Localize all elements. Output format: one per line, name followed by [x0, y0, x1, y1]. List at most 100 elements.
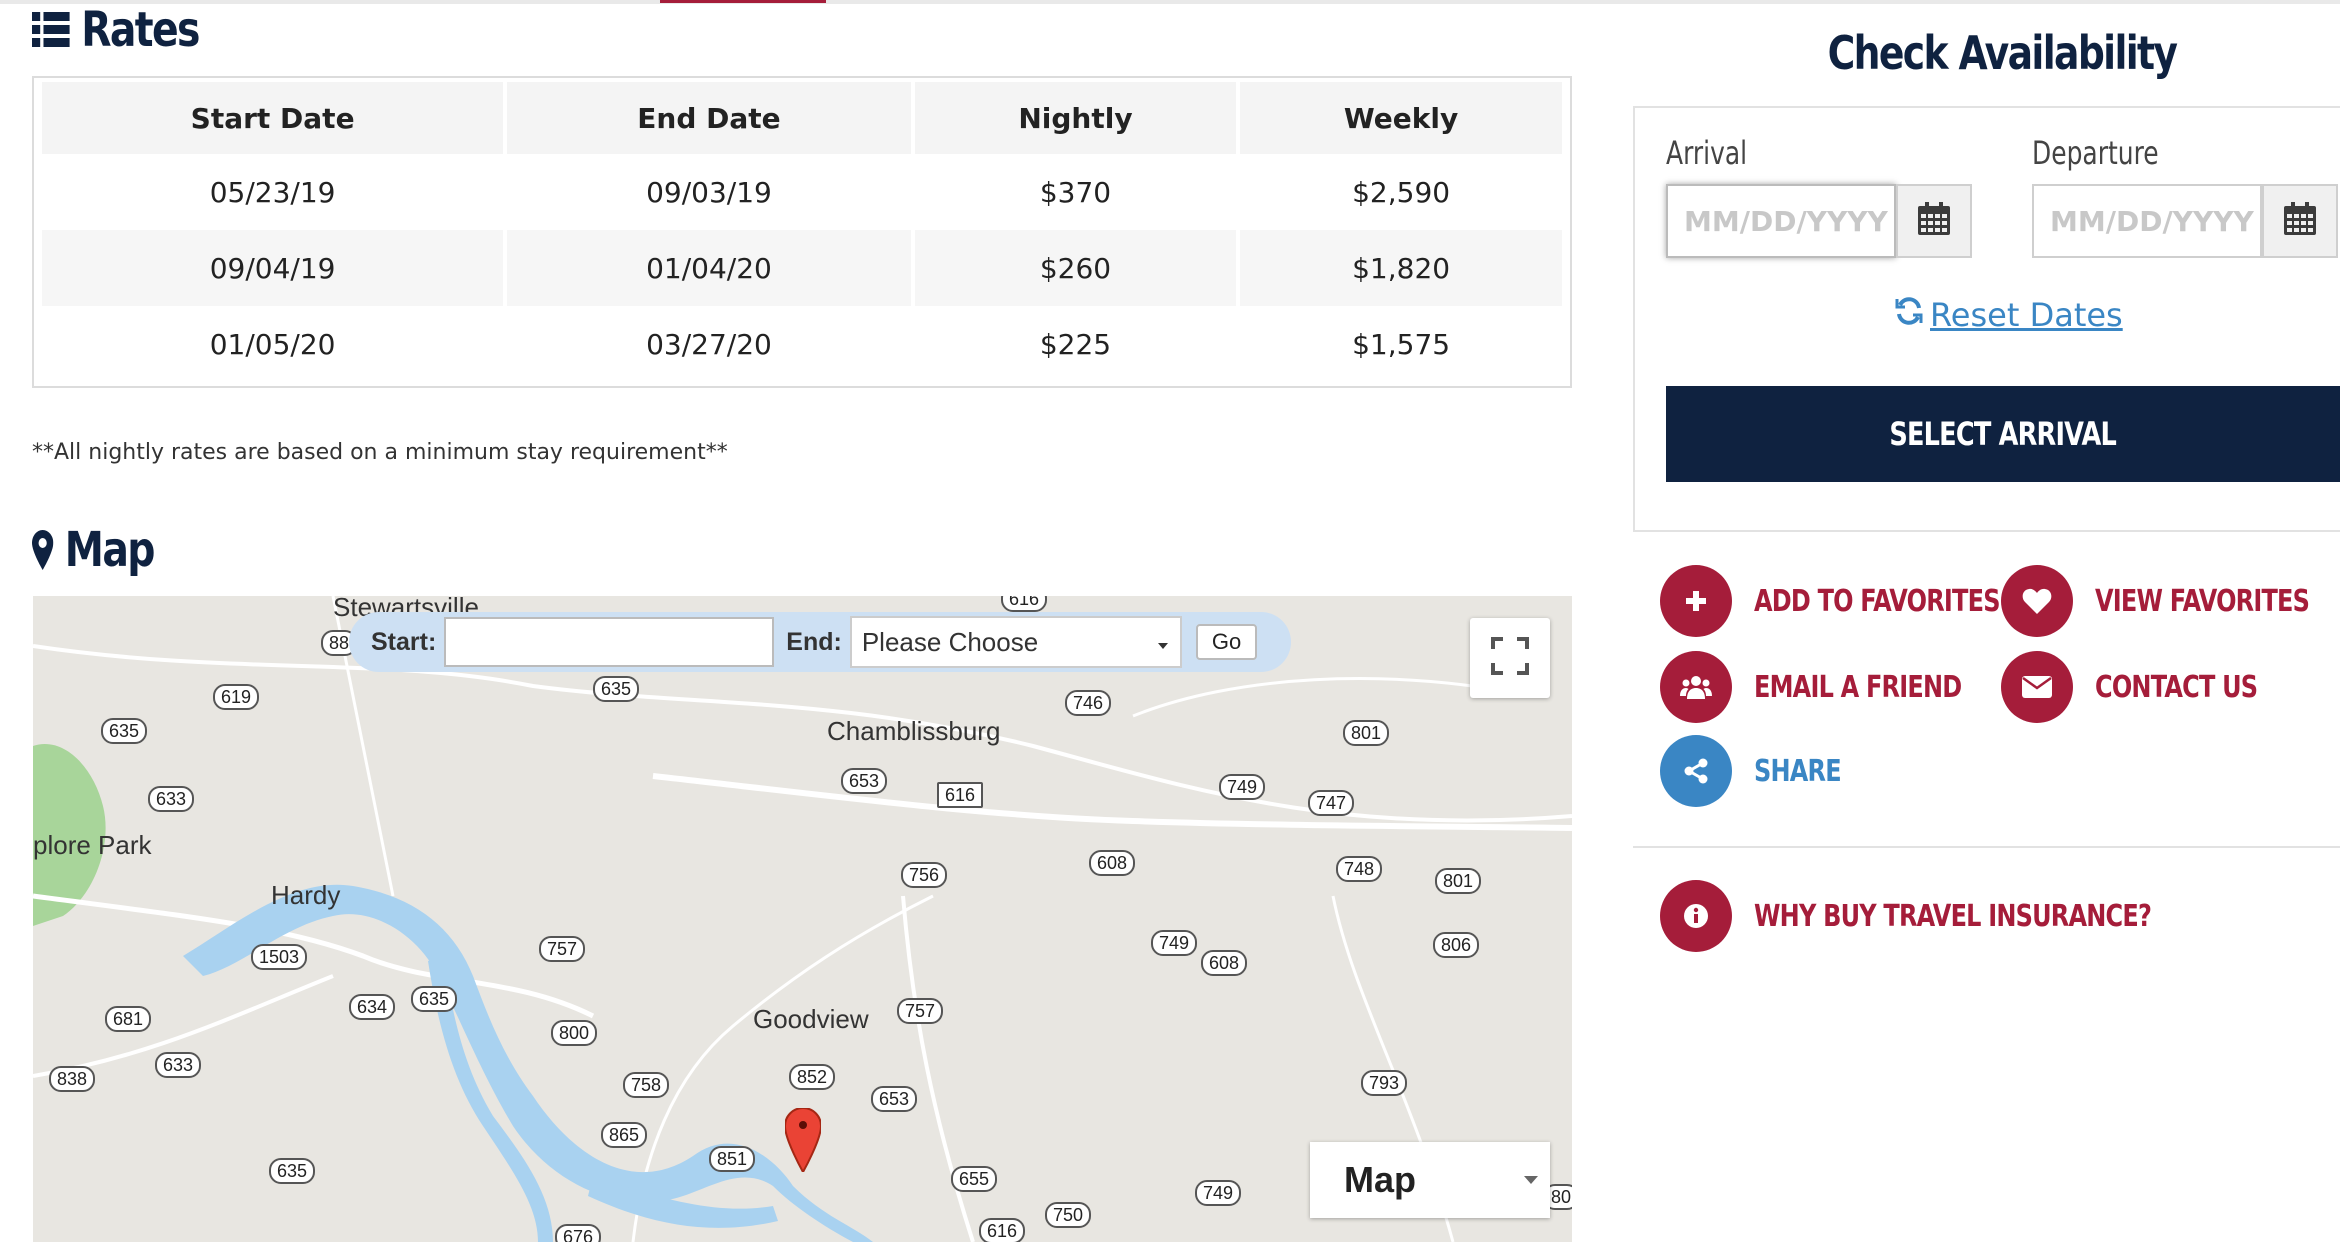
route-shield: 635 [269, 1158, 316, 1184]
route-shield: 655 [951, 1166, 998, 1192]
route-shield: 746 [1065, 690, 1112, 716]
route-shield: 806 [1433, 932, 1480, 958]
route-shield: 756 [901, 862, 948, 888]
share-label: SHARE [1754, 753, 1842, 789]
section-divider [1633, 846, 2340, 848]
email-a-friend-action[interactable]: EMAIL A FRIEND [1660, 651, 2013, 723]
rates-table: Start Date End Date Nightly Weekly 05/23… [38, 82, 1566, 382]
table-row: 05/23/19 09/03/19 $370 $2,590 [42, 154, 1562, 230]
place-label: Hardy [271, 880, 341, 910]
route-shield: 851 [709, 1146, 756, 1172]
route-shield: 653 [841, 768, 888, 794]
table-cell: $2,590 [1352, 175, 1451, 209]
share-action[interactable]: SHARE [1660, 735, 1863, 807]
start-input[interactable] [444, 617, 775, 667]
add-to-favorites-label: ADD TO FAVORITES [1754, 583, 2001, 619]
table-cell: $1,575 [1352, 327, 1451, 361]
route-shield: 749 [1195, 1180, 1242, 1206]
route-shield: 800 [551, 1020, 598, 1046]
route-shield: 1503 [251, 944, 308, 970]
calendar-icon [1916, 201, 1952, 242]
view-favorites-action[interactable]: VIEW FAVORITES [2001, 565, 2340, 637]
arrival-calendar-button[interactable] [1896, 184, 1972, 258]
arrival-label: Arrival [1666, 134, 1748, 172]
column-header: End Date [507, 82, 911, 154]
email-a-friend-label: EMAIL A FRIEND [1754, 669, 1962, 705]
location-pin-icon[interactable] [783, 1106, 823, 1177]
share-icon [1660, 735, 1732, 807]
route-shield: 749 [1219, 774, 1266, 800]
column-header: Nightly [914, 82, 1237, 154]
table-cell: 09/03/19 [646, 175, 772, 209]
route-shield: 681 [105, 1006, 152, 1032]
route-shield: 676 [555, 1224, 602, 1242]
info-icon [1660, 880, 1732, 952]
place-label: plore Park [33, 830, 152, 860]
route-shield: 634 [349, 994, 396, 1020]
rates-heading: Rates [32, 2, 200, 58]
departure-date-input[interactable]: MM/DD/YYYY [2032, 184, 2262, 258]
reset-dates-label: Reset Dates [1930, 296, 2123, 334]
top-border [0, 0, 2340, 4]
plus-icon [1660, 565, 1732, 637]
view-favorites-label: VIEW FAVORITES [2095, 583, 2310, 619]
travel-insurance-label: WHY BUY TRAVEL INSURANCE? [1754, 898, 2152, 934]
route-shield: 757 [897, 998, 944, 1024]
route-shield: 747 [1308, 790, 1355, 816]
heart-icon [2001, 565, 2073, 637]
end-select[interactable]: Please Choose [849, 616, 1182, 668]
map-heading: Map [32, 522, 155, 578]
fullscreen-button[interactable] [1470, 618, 1550, 698]
table-cell: $1,820 [1240, 230, 1562, 306]
route-shield: 801 [1343, 720, 1390, 746]
map-type-button[interactable]: Map [1310, 1142, 1550, 1218]
envelope-icon [2001, 651, 2073, 723]
rates-note: **All nightly rates are based on a minim… [32, 440, 728, 465]
table-cell: 01/04/20 [507, 230, 911, 306]
map-canvas[interactable]: Stewartsville Chamblissburg plore Park H… [33, 596, 1572, 1242]
contact-us-label: CONTACT US [2095, 669, 2258, 705]
route-shield: 749 [1151, 930, 1198, 956]
availability-box [1633, 106, 2340, 532]
route-shield: 635 [593, 676, 640, 702]
end-select-value: Please Choose [861, 626, 1039, 657]
table-cell: $260 [914, 230, 1237, 306]
travel-insurance-action[interactable]: WHY BUY TRAVEL INSURANCE? [1660, 880, 2250, 952]
table-cell: 05/23/19 [209, 175, 336, 209]
departure-label: Departure [2032, 134, 2159, 172]
go-button[interactable]: Go [1195, 624, 1258, 660]
route-shield: 616 [979, 1218, 1026, 1242]
select-arrival-button[interactable]: SELECT ARRIVAL [1666, 386, 2340, 482]
users-icon [1660, 651, 1732, 723]
table-cell: 09/04/19 [42, 230, 504, 306]
route-shield: 793 [1361, 1070, 1408, 1096]
route-shield: 608 [1201, 950, 1248, 976]
table-row: 09/04/19 01/04/20 $260 $1,820 [42, 230, 1562, 306]
availability-title: Check Availability [1827, 26, 2178, 80]
start-label: Start: [371, 627, 437, 656]
directions-bar: Start: End: Please Choose Go [349, 612, 1291, 672]
route-shield: 758 [623, 1072, 670, 1098]
route-shield: 838 [49, 1066, 96, 1092]
table-cell: 01/05/20 [209, 327, 336, 361]
arrival-date-input[interactable]: MM/DD/YYYY [1666, 184, 1896, 258]
route-shield: 801 [1435, 868, 1482, 894]
route-shield: 852 [789, 1064, 836, 1090]
contact-us-action[interactable]: CONTACT US [2001, 651, 2298, 723]
column-header: Start Date [42, 82, 504, 154]
add-to-favorites-action[interactable]: ADD TO FAVORITES [1660, 565, 2061, 637]
departure-calendar-button[interactable] [2262, 184, 2338, 258]
route-shield: 653 [871, 1086, 918, 1112]
active-tab-indicator [660, 0, 826, 3]
route-shield: 619 [213, 684, 260, 710]
route-shield: 865 [601, 1122, 648, 1148]
list-icon [32, 12, 70, 48]
place-label: Chamblissburg [827, 716, 1001, 746]
map-type-label: Map [1344, 1159, 1416, 1200]
route-shield: 757 [539, 936, 586, 962]
route-shield: 635 [411, 986, 458, 1012]
route-shield: 635 [101, 718, 148, 744]
reset-dates-link[interactable]: Reset Dates [1894, 296, 2123, 334]
place-label: Goodview [753, 1004, 869, 1034]
end-label: End: [786, 627, 842, 656]
